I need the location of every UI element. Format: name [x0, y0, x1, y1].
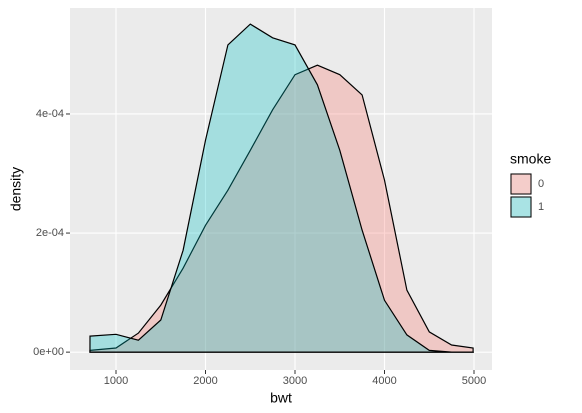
density-area: [89, 64, 474, 353]
y-tick-label: 2e-04: [36, 227, 64, 239]
y-axis-label: density: [8, 167, 24, 211]
legend-title: smoke: [510, 151, 551, 167]
x-axis-label: bwt: [270, 390, 292, 406]
x-tick-label: 1000: [104, 375, 128, 387]
y-tick-label: 0e+00: [33, 346, 64, 358]
x-tick-label: 4000: [372, 375, 396, 387]
legend-key-bg: [510, 196, 532, 218]
x-tick-label: 2000: [193, 375, 217, 387]
legend-key: [510, 196, 532, 218]
x-tick-label: 5000: [462, 375, 486, 387]
legend-label: 1: [538, 201, 544, 213]
legend-label: 0: [538, 178, 544, 190]
x-tick-label: 3000: [283, 375, 307, 387]
y-tick-label: 4e-04: [36, 108, 64, 120]
legend-key-bg: [510, 173, 532, 195]
density-area: [89, 23, 474, 353]
panel: [70, 8, 492, 370]
legend-key: [510, 173, 532, 195]
